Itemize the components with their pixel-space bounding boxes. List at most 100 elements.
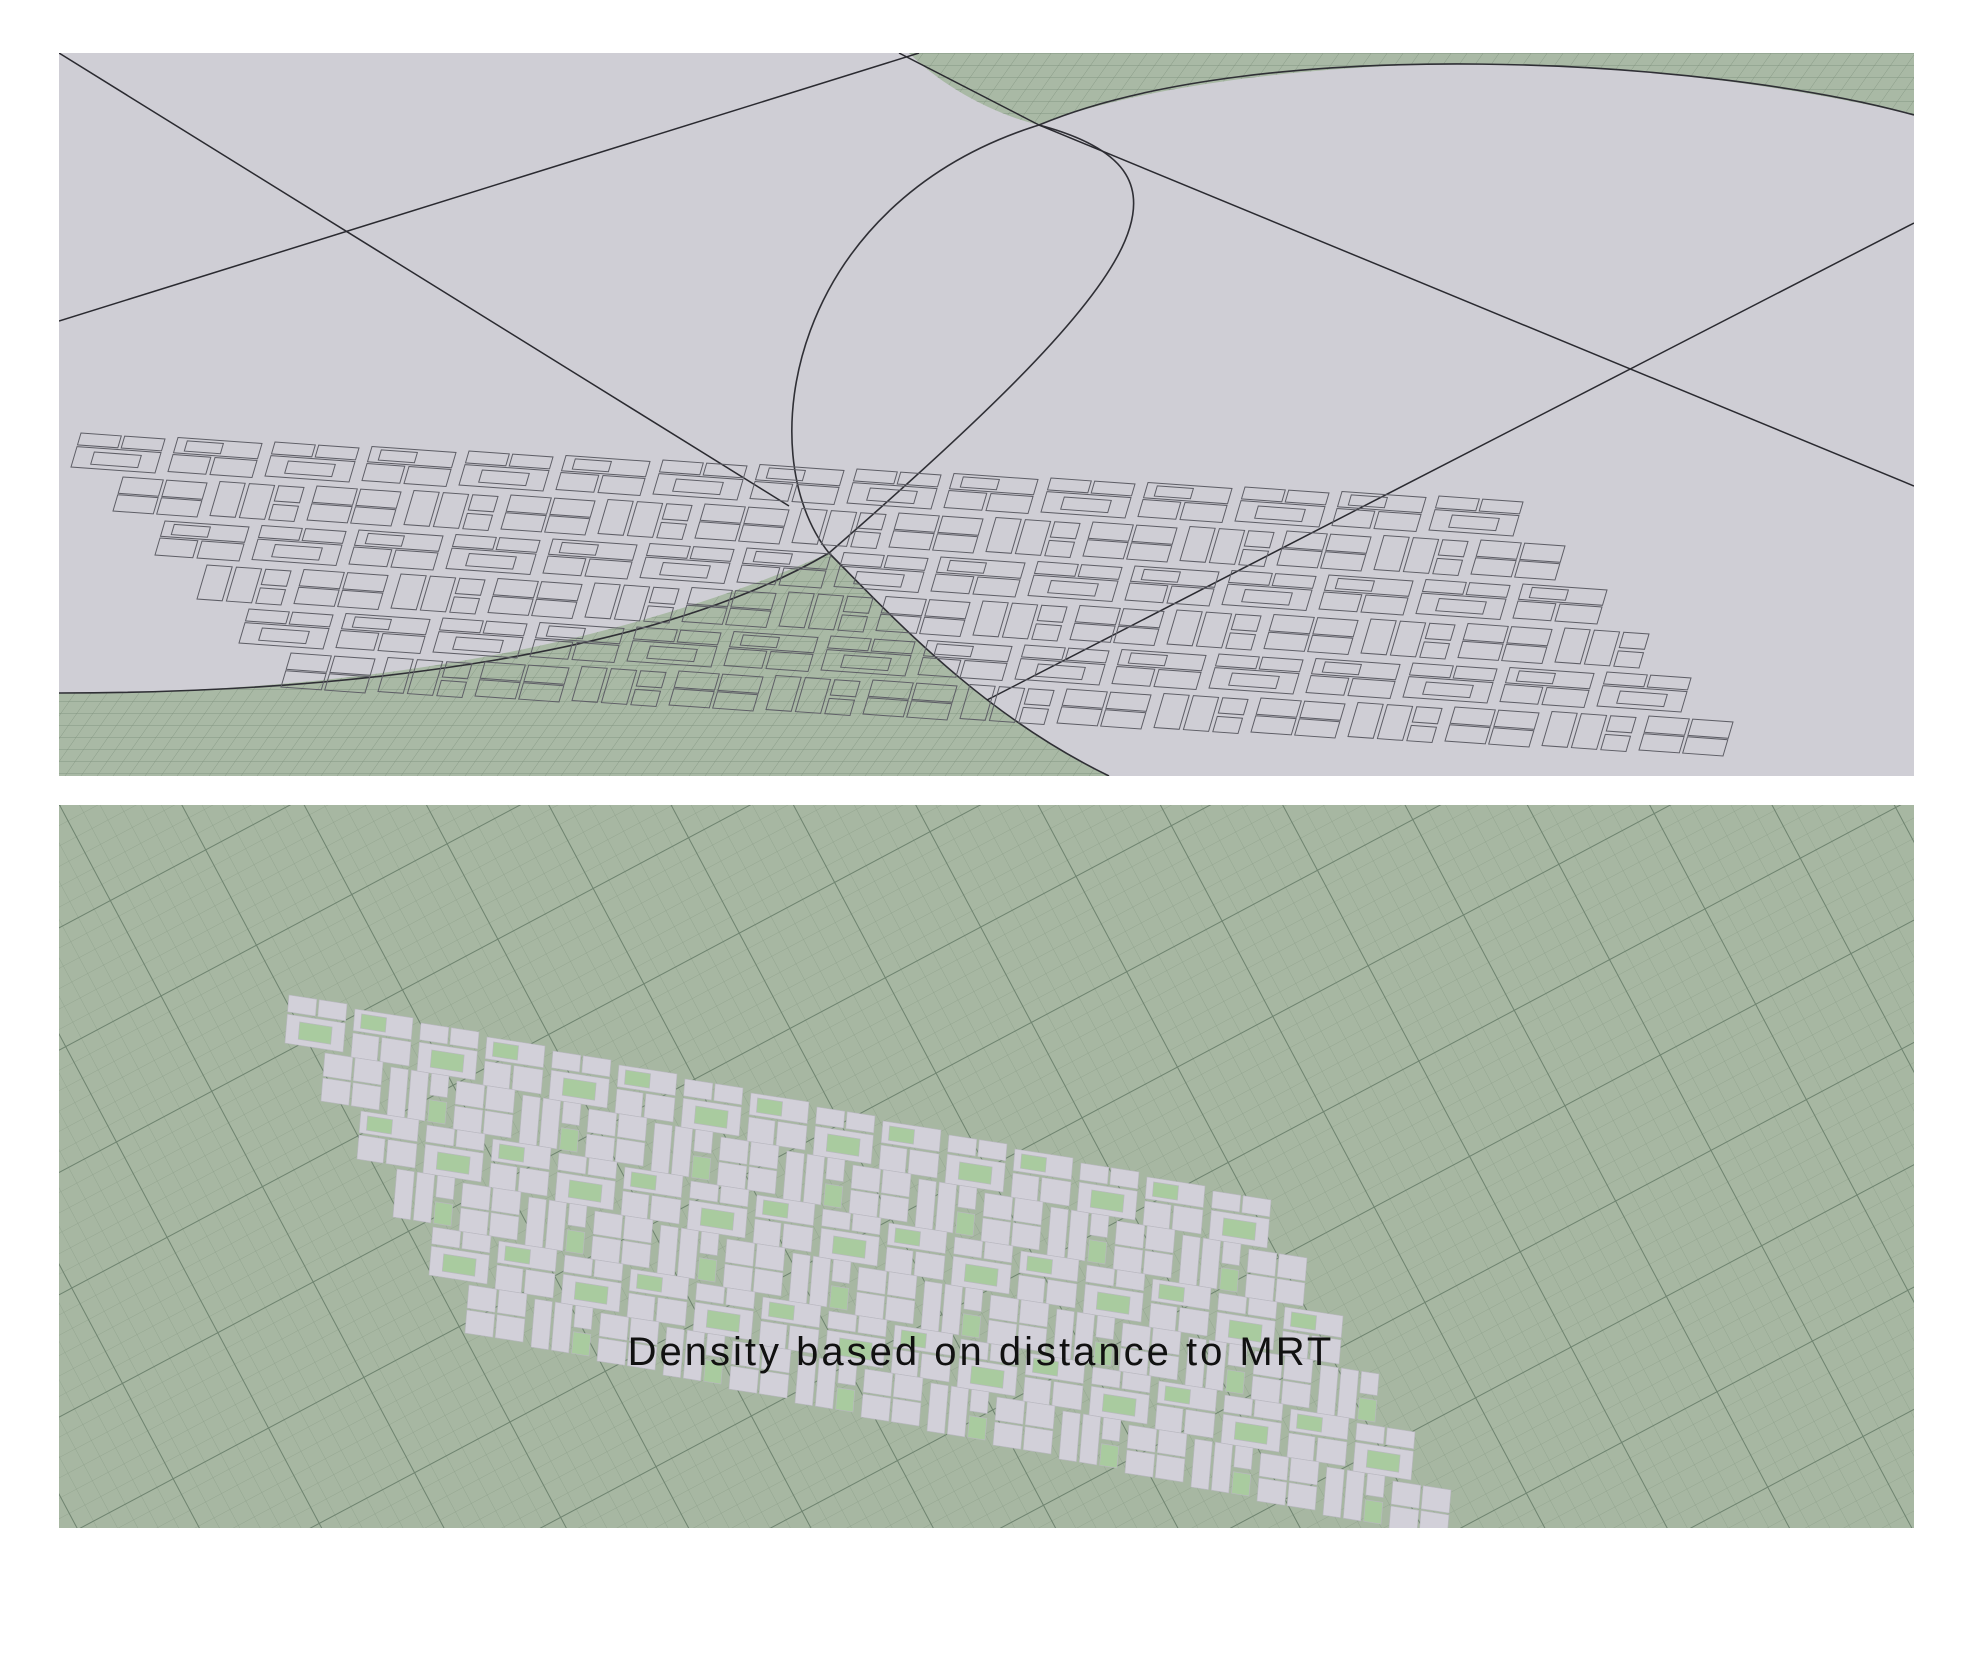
module-courtyard xyxy=(258,627,310,645)
module-block xyxy=(878,1194,910,1223)
module-block xyxy=(820,510,858,547)
module-courtyard xyxy=(1221,1217,1257,1241)
module-block xyxy=(311,485,358,506)
module-courtyard xyxy=(571,1331,592,1357)
module-block xyxy=(1049,521,1081,540)
module-block xyxy=(584,1133,616,1162)
module-block xyxy=(854,1291,886,1320)
module-block xyxy=(377,656,414,694)
module-courtyard xyxy=(1095,1291,1131,1315)
module-block xyxy=(880,595,927,617)
module-cell xyxy=(746,1092,810,1151)
module-block xyxy=(1072,1311,1096,1364)
top-panel-wireframe-view xyxy=(59,53,1914,776)
module-courtyard xyxy=(1227,1319,1263,1343)
module-cell xyxy=(500,494,596,536)
module-block xyxy=(645,542,691,559)
module-block xyxy=(518,1094,541,1147)
module-block xyxy=(920,1280,943,1333)
module-block xyxy=(922,639,1013,663)
module-block xyxy=(1415,592,1507,621)
module-block xyxy=(586,1108,618,1137)
module-cell xyxy=(428,1226,492,1285)
module-courtyard xyxy=(1515,670,1557,685)
module-cell xyxy=(986,1294,1050,1353)
module-block xyxy=(534,621,625,645)
module-block xyxy=(914,1178,937,1231)
module-courtyard xyxy=(571,458,613,473)
module-courtyard xyxy=(1018,706,1050,726)
module-cell xyxy=(350,1008,414,1067)
module-block xyxy=(1280,1380,1312,1409)
module-block xyxy=(1217,697,1249,716)
module-block xyxy=(452,1105,484,1134)
module-block xyxy=(1012,1197,1044,1226)
module-block xyxy=(957,1184,978,1210)
module-block xyxy=(845,1111,876,1134)
module-block xyxy=(778,567,827,589)
module-block xyxy=(1217,1292,1248,1315)
module-block xyxy=(628,1317,660,1346)
module-block xyxy=(1074,604,1121,626)
module-cell xyxy=(1541,710,1637,753)
module-block xyxy=(626,640,718,668)
module-block xyxy=(542,555,587,577)
module-block xyxy=(626,501,664,538)
module-block xyxy=(1501,643,1548,665)
module-block xyxy=(1457,640,1504,661)
module-cell xyxy=(1056,688,1152,730)
module-cell xyxy=(1111,648,1207,691)
module-block xyxy=(350,1032,380,1062)
module-courtyard xyxy=(1089,1189,1125,1213)
module-cell xyxy=(943,472,1039,515)
module-block xyxy=(273,485,305,504)
module-block xyxy=(320,1077,352,1106)
module-block xyxy=(791,483,840,506)
module-block xyxy=(725,607,772,629)
module-block xyxy=(883,555,929,571)
module-block xyxy=(917,656,962,678)
module-cell xyxy=(1256,1452,1320,1511)
module-cell xyxy=(1184,1336,1248,1395)
module-cell xyxy=(280,652,376,694)
module-cell xyxy=(348,529,444,571)
module-block xyxy=(154,537,199,559)
module-block xyxy=(1024,1401,1056,1430)
module-block xyxy=(935,556,1026,579)
module-courtyard xyxy=(768,1301,795,1321)
module-cell xyxy=(884,1222,948,1281)
module-block xyxy=(494,1264,524,1294)
module-block xyxy=(196,540,245,562)
module-block xyxy=(1148,1302,1178,1332)
module-cell xyxy=(926,1382,990,1441)
module-block xyxy=(839,551,885,568)
module-cell xyxy=(494,1240,558,1299)
module-block xyxy=(547,538,638,561)
module-block xyxy=(1171,1205,1204,1235)
module-courtyard xyxy=(449,596,481,615)
module-cell xyxy=(464,1284,528,1343)
module-block xyxy=(1512,600,1557,622)
module-block xyxy=(563,1254,594,1277)
module-block xyxy=(270,441,316,458)
module-block xyxy=(1322,1466,1345,1519)
module-courtyard xyxy=(427,1099,448,1125)
module-block xyxy=(544,1199,568,1252)
module-courtyard xyxy=(1448,514,1500,532)
module-cell xyxy=(848,1164,912,1223)
module-courtyard xyxy=(946,559,988,574)
module-block xyxy=(972,576,1021,598)
module-courtyard xyxy=(1164,1385,1191,1405)
module-cell xyxy=(1360,618,1456,660)
module-block xyxy=(1001,602,1039,640)
module-courtyard xyxy=(888,1125,915,1145)
module-block xyxy=(616,1113,648,1142)
module-block xyxy=(288,611,334,628)
module-block xyxy=(196,564,233,602)
module-block xyxy=(482,1060,512,1090)
module-block xyxy=(1198,1237,1222,1290)
module-courtyard xyxy=(1026,1255,1053,1275)
module-block xyxy=(911,682,958,703)
module-cell xyxy=(524,1196,588,1255)
module-courtyard xyxy=(90,451,142,469)
